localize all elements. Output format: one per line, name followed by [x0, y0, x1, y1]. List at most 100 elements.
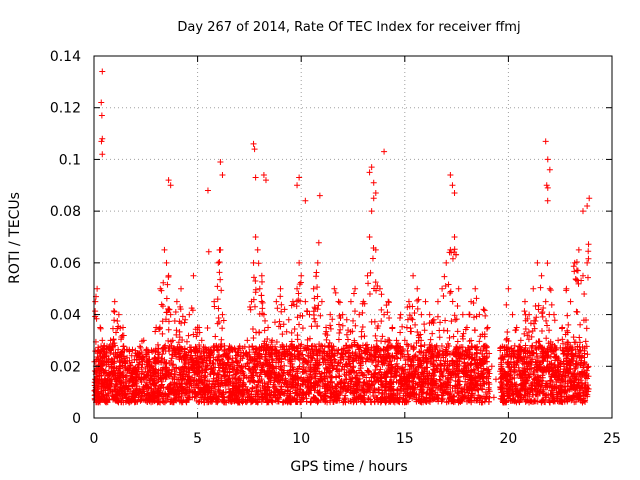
point-marker [216, 269, 223, 276]
point-marker [565, 339, 572, 346]
point-marker [332, 289, 339, 296]
point-marker [264, 336, 271, 343]
point-marker [446, 334, 453, 341]
point-marker [547, 399, 554, 406]
point-marker [212, 333, 219, 340]
point-marker [551, 362, 558, 369]
point-marker [95, 344, 102, 351]
point-marker [218, 287, 225, 294]
point-marker [177, 350, 184, 357]
point-marker [247, 306, 254, 313]
point-marker [358, 354, 365, 361]
point-marker [296, 321, 303, 328]
point-marker [383, 302, 390, 309]
point-marker [257, 359, 264, 366]
point-marker [511, 342, 518, 349]
point-marker [415, 296, 422, 303]
point-marker [533, 314, 540, 321]
point-marker [233, 352, 240, 359]
point-marker [327, 325, 334, 332]
point-marker [204, 325, 211, 332]
point-marker [262, 317, 269, 324]
point-marker [446, 290, 453, 297]
point-marker [315, 361, 322, 368]
point-marker [471, 327, 478, 334]
point-marker [439, 395, 446, 402]
point-marker [583, 325, 590, 332]
point-marker [545, 396, 552, 403]
point-marker [378, 318, 385, 325]
point-marker [547, 287, 554, 294]
point-marker [216, 258, 223, 265]
point-marker [413, 339, 420, 346]
point-marker [581, 290, 588, 297]
point-marker [537, 284, 544, 291]
point-marker [544, 197, 551, 204]
point-marker [406, 312, 413, 319]
point-marker [429, 330, 436, 337]
point-marker [220, 317, 227, 324]
point-marker [548, 301, 555, 308]
point-marker [112, 329, 119, 336]
point-marker [250, 335, 257, 342]
point-marker [454, 328, 461, 335]
point-marker [577, 321, 584, 328]
point-marker [351, 308, 358, 315]
point-marker [197, 353, 204, 360]
point-marker [460, 335, 467, 342]
point-marker [114, 318, 121, 325]
grid-lines [94, 56, 612, 418]
point-marker [372, 332, 379, 339]
point-marker [283, 328, 290, 335]
point-marker [584, 351, 591, 358]
point-marker [368, 399, 375, 406]
point-marker [421, 321, 428, 328]
point-marker [299, 325, 306, 332]
point-marker [215, 305, 222, 312]
point-marker [527, 320, 534, 327]
point-marker [407, 362, 414, 369]
point-marker [160, 279, 167, 286]
point-marker [378, 291, 385, 298]
point-marker [440, 293, 447, 300]
point-marker [482, 312, 489, 319]
point-marker [172, 308, 179, 315]
point-marker [170, 361, 177, 368]
point-marker [543, 317, 550, 324]
point-marker [219, 325, 226, 332]
point-marker [414, 305, 421, 312]
point-marker [329, 316, 336, 323]
point-marker [473, 295, 480, 302]
point-marker [277, 293, 284, 300]
point-marker [349, 328, 356, 335]
point-marker [452, 316, 459, 323]
point-marker [249, 325, 256, 332]
point-marker [336, 330, 343, 337]
point-marker [276, 349, 283, 356]
point-marker [470, 314, 477, 321]
point-marker [444, 327, 451, 334]
point-marker [109, 325, 116, 332]
point-marker [414, 328, 421, 335]
point-marker [521, 330, 528, 337]
point-marker [154, 341, 161, 348]
point-marker [582, 316, 589, 323]
point-marker [165, 326, 172, 333]
point-marker [336, 312, 343, 319]
point-marker [358, 362, 365, 369]
point-marker [442, 282, 449, 289]
point-marker [308, 323, 315, 330]
point-marker [252, 278, 259, 285]
point-marker [350, 290, 357, 297]
point-marker [297, 279, 304, 286]
point-marker [525, 329, 532, 336]
point-marker [373, 363, 380, 370]
data-points [91, 68, 593, 406]
point-marker [529, 328, 536, 335]
point-marker [288, 329, 295, 336]
point-marker [159, 330, 166, 337]
point-marker [279, 331, 286, 338]
point-marker [289, 364, 296, 371]
